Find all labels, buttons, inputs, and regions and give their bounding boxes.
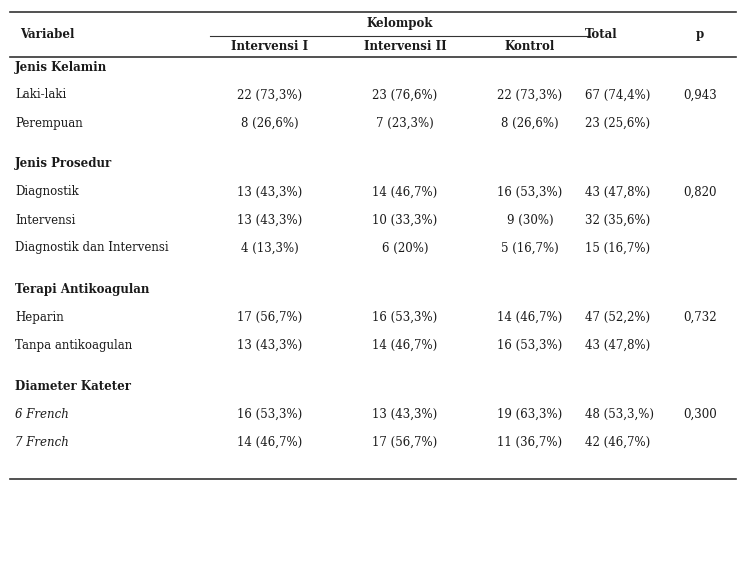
Text: Diameter Kateter: Diameter Kateter — [15, 379, 131, 392]
Text: 67 (74,4%): 67 (74,4%) — [585, 88, 651, 101]
Text: 42 (46,7%): 42 (46,7%) — [585, 435, 651, 448]
Text: 48 (53,3,%): 48 (53,3,%) — [585, 408, 654, 421]
Text: Intervensi I: Intervensi I — [231, 40, 309, 53]
Text: 22 (73,3%): 22 (73,3%) — [498, 88, 562, 101]
Text: Laki-laki: Laki-laki — [15, 88, 66, 101]
Text: 14 (46,7%): 14 (46,7%) — [498, 311, 562, 324]
Text: 11 (36,7%): 11 (36,7%) — [498, 435, 562, 448]
Text: 7 French: 7 French — [15, 435, 69, 448]
Text: 0,943: 0,943 — [683, 88, 717, 101]
Text: Tanpa antikoagulan: Tanpa antikoagulan — [15, 338, 132, 352]
Text: Jenis Kelamin: Jenis Kelamin — [15, 61, 107, 74]
Text: Intervensi II: Intervensi II — [364, 40, 446, 53]
Text: 32 (35,6%): 32 (35,6%) — [585, 214, 651, 226]
Text: 43 (47,8%): 43 (47,8%) — [585, 185, 651, 198]
Text: p: p — [696, 28, 704, 41]
Text: 0,820: 0,820 — [683, 185, 717, 198]
Text: 23 (76,6%): 23 (76,6%) — [372, 88, 438, 101]
Text: 19 (63,3%): 19 (63,3%) — [498, 408, 562, 421]
Text: Diagnostik dan Intervensi: Diagnostik dan Intervensi — [15, 242, 169, 255]
Text: 6 French: 6 French — [15, 408, 69, 421]
Text: Variabel: Variabel — [20, 28, 75, 41]
Text: 23 (25,6%): 23 (25,6%) — [585, 116, 650, 129]
Text: Jenis Prosedur: Jenis Prosedur — [15, 158, 112, 171]
Text: 14 (46,7%): 14 (46,7%) — [237, 435, 303, 448]
Text: 43 (47,8%): 43 (47,8%) — [585, 338, 651, 352]
Text: 16 (53,3%): 16 (53,3%) — [498, 338, 562, 352]
Text: Terapi Antikoagulan: Terapi Antikoagulan — [15, 282, 149, 295]
Text: Heparin: Heparin — [15, 311, 63, 324]
Text: 7 (23,3%): 7 (23,3%) — [376, 116, 434, 129]
Text: 5 (16,7%): 5 (16,7%) — [501, 242, 559, 255]
Text: 4 (13,3%): 4 (13,3%) — [241, 242, 299, 255]
Text: 14 (46,7%): 14 (46,7%) — [372, 338, 438, 352]
Text: Intervensi: Intervensi — [15, 214, 75, 226]
Text: 9 (30%): 9 (30%) — [507, 214, 554, 226]
Text: 0,300: 0,300 — [683, 408, 717, 421]
Text: 8 (26,6%): 8 (26,6%) — [241, 116, 299, 129]
Text: 8 (26,6%): 8 (26,6%) — [501, 116, 559, 129]
Text: 17 (56,7%): 17 (56,7%) — [372, 435, 438, 448]
Text: 10 (33,3%): 10 (33,3%) — [372, 214, 438, 226]
Text: Total: Total — [585, 28, 618, 41]
Text: 6 (20%): 6 (20%) — [382, 242, 428, 255]
Text: 16 (53,3%): 16 (53,3%) — [372, 311, 438, 324]
Text: Perempuan: Perempuan — [15, 116, 83, 129]
Text: 15 (16,7%): 15 (16,7%) — [585, 242, 650, 255]
Text: 16 (53,3%): 16 (53,3%) — [498, 185, 562, 198]
Text: 47 (52,2%): 47 (52,2%) — [585, 311, 650, 324]
Text: 13 (43,3%): 13 (43,3%) — [237, 338, 303, 352]
Text: 14 (46,7%): 14 (46,7%) — [372, 185, 438, 198]
Text: Diagnostik: Diagnostik — [15, 185, 79, 198]
Text: Kelompok: Kelompok — [367, 16, 433, 29]
Text: 22 (73,3%): 22 (73,3%) — [237, 88, 303, 101]
Text: 13 (43,3%): 13 (43,3%) — [237, 185, 303, 198]
Text: 13 (43,3%): 13 (43,3%) — [372, 408, 438, 421]
Text: 13 (43,3%): 13 (43,3%) — [237, 214, 303, 226]
Text: 16 (53,3%): 16 (53,3%) — [237, 408, 303, 421]
Text: 0,732: 0,732 — [683, 311, 717, 324]
Text: Kontrol: Kontrol — [505, 40, 555, 53]
Text: 17 (56,7%): 17 (56,7%) — [237, 311, 303, 324]
